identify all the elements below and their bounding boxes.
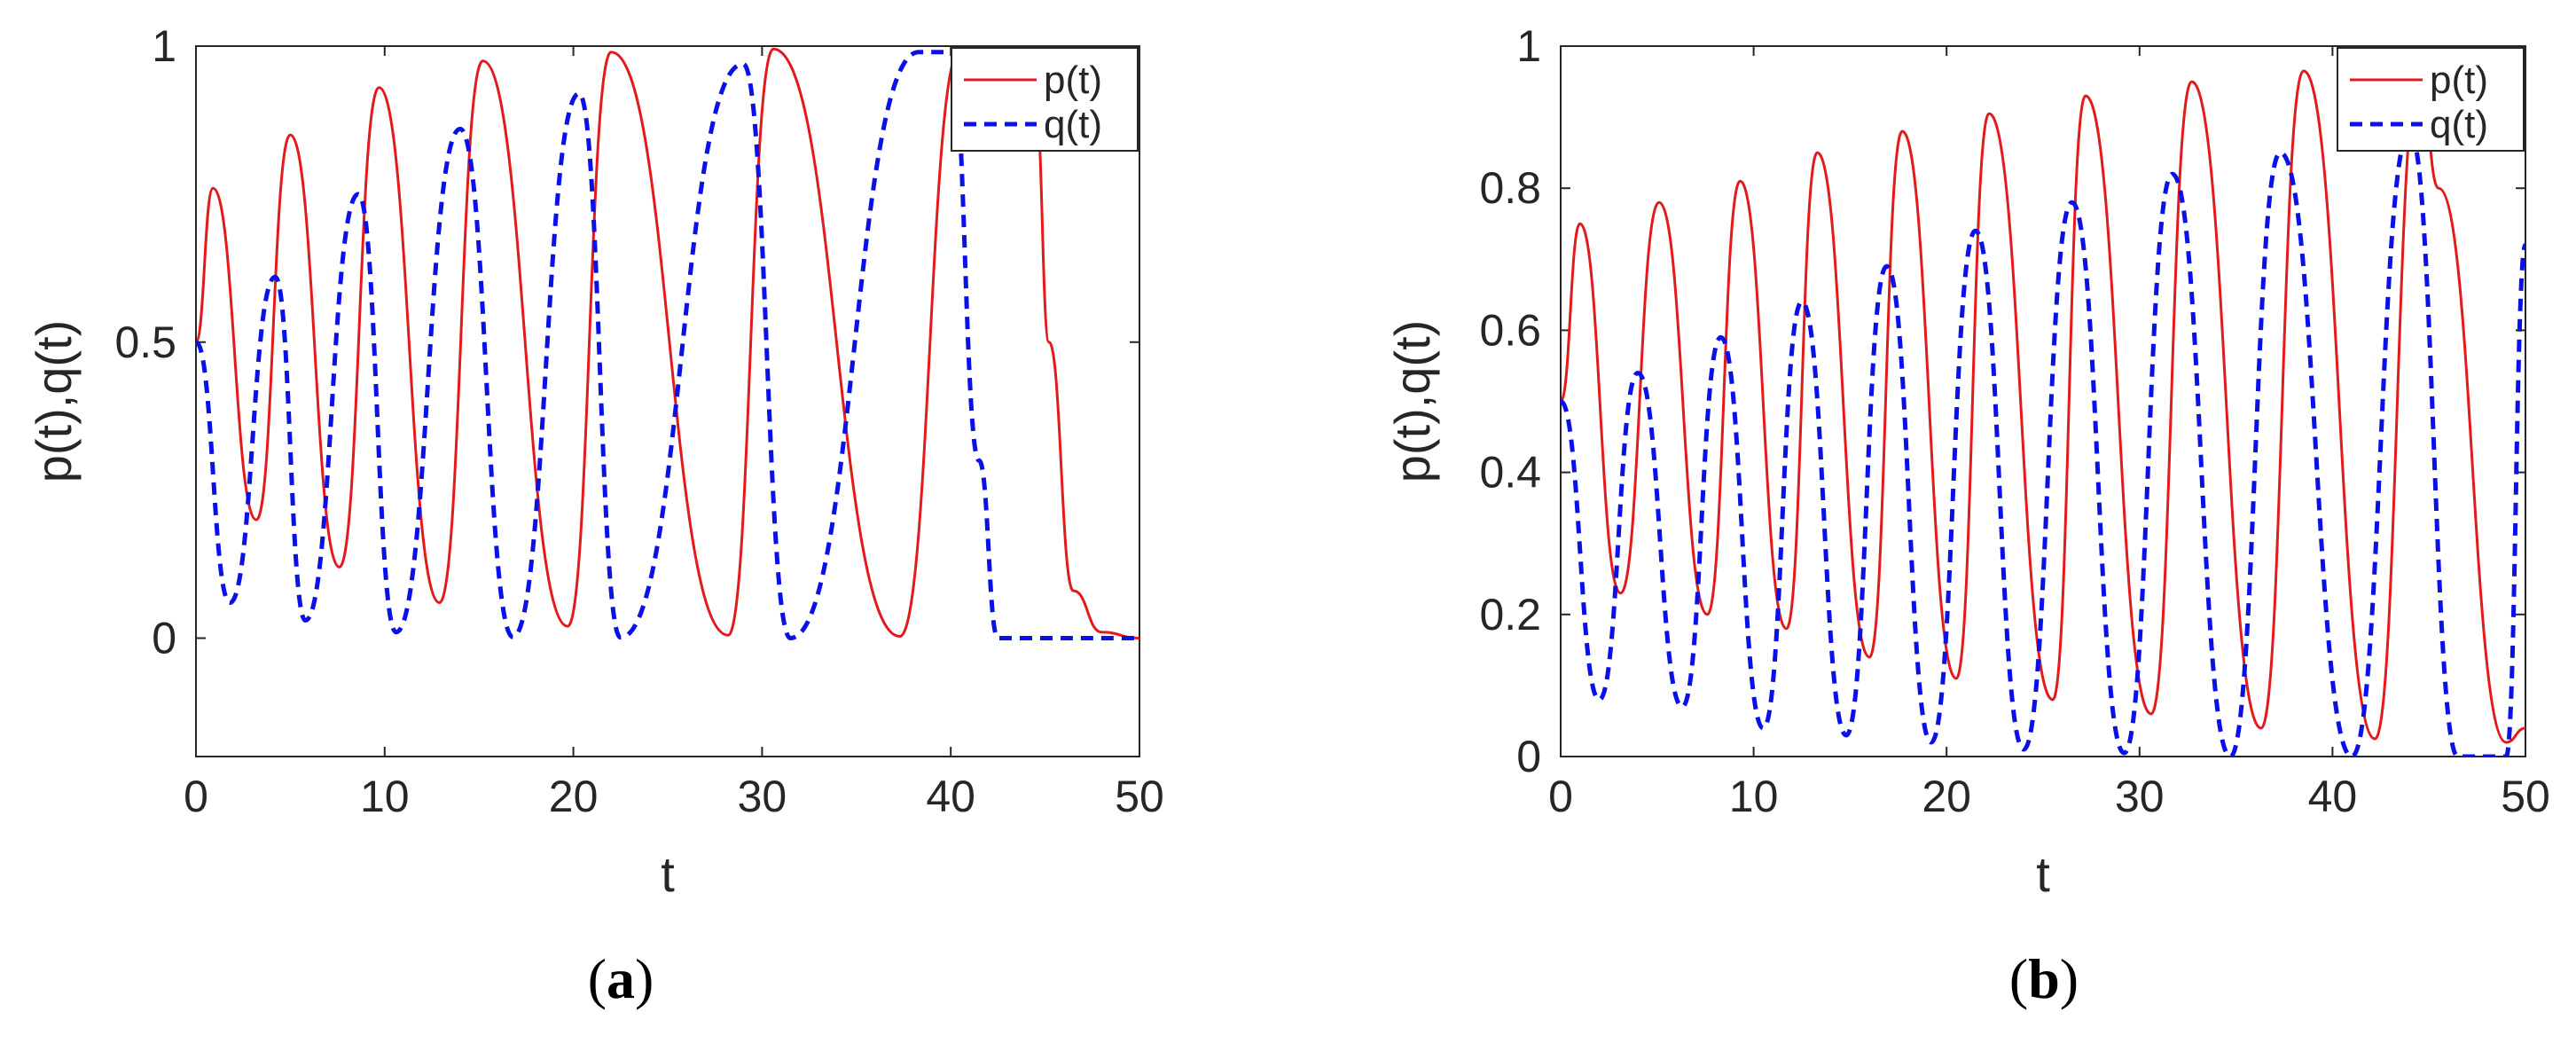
series-line-q (1561, 129, 2525, 757)
legend-label: q(t) (1044, 103, 1102, 146)
caption-letter: a (607, 947, 635, 1010)
x-tick-label: 30 (738, 772, 787, 821)
x-tick-label: 10 (360, 772, 410, 821)
legend-label: q(t) (2430, 103, 2488, 146)
x-tick-label: 0 (1548, 772, 1573, 821)
chart-a: 0 10 20 30 40 50 0 0.5 1 t p(t),q(t) p(t)q(t) (a) (26, 21, 1164, 1010)
y-tick-label: 0.2 (1479, 590, 1541, 639)
x-tick-label: 30 (2115, 772, 2165, 821)
legend-box (951, 47, 1139, 152)
y-tick-label: 0 (152, 614, 176, 663)
plot-area (195, 45, 1140, 757)
y-tick-label: 1 (1516, 21, 1541, 71)
y-axis-label: p(t),q(t) (26, 320, 82, 483)
y-axis-label: p(t),q(t) (1384, 320, 1440, 483)
y-tick-label: 0 (1516, 732, 1541, 781)
legend: p(t)q(t) (951, 47, 1139, 152)
y-tick-label: 0.5 (114, 318, 176, 367)
legend-label: p(t) (2430, 59, 2488, 102)
y-tick-label: 0.6 (1479, 305, 1541, 355)
x-tick-label: 20 (549, 772, 599, 821)
x-tick-label: 50 (2501, 772, 2550, 821)
legend-label: p(t) (1044, 59, 1102, 102)
caption-paren-close: ) (635, 947, 654, 1010)
x-tick-label: 20 (1922, 772, 1971, 821)
caption-letter: b (2028, 947, 2060, 1010)
x-tick-label: 40 (2308, 772, 2358, 821)
chart-caption: (a) (588, 947, 654, 1010)
y-tick-label: 0.4 (1479, 448, 1541, 498)
legend-box (2337, 47, 2525, 152)
caption-paren-close: ) (2060, 947, 2079, 1010)
series-line-p (1561, 69, 2525, 744)
caption-paren-open: ( (2009, 947, 2028, 1010)
x-tick-label: 40 (926, 772, 975, 821)
x-tick-label: 10 (1729, 772, 1779, 821)
x-tick-label: 0 (184, 772, 208, 821)
chart-b: 0 10 20 30 40 50 0 0.2 0.4 0.6 0.8 1 t p(t),q(t) p(t)q… (1384, 21, 2550, 1010)
legend: p(t)q(t) (2337, 47, 2525, 152)
caption-paren-open: ( (588, 947, 607, 1010)
series-line-q (196, 50, 1139, 641)
y-tick-label: 1 (152, 21, 176, 71)
x-tick-label: 50 (1115, 772, 1164, 821)
chart-caption: (b) (2009, 947, 2079, 1010)
x-axis-label: t (661, 846, 675, 902)
x-axis-label: t (2036, 846, 2050, 902)
y-tick-label: 0.8 (1479, 163, 1541, 213)
plot-area (1560, 45, 2526, 757)
